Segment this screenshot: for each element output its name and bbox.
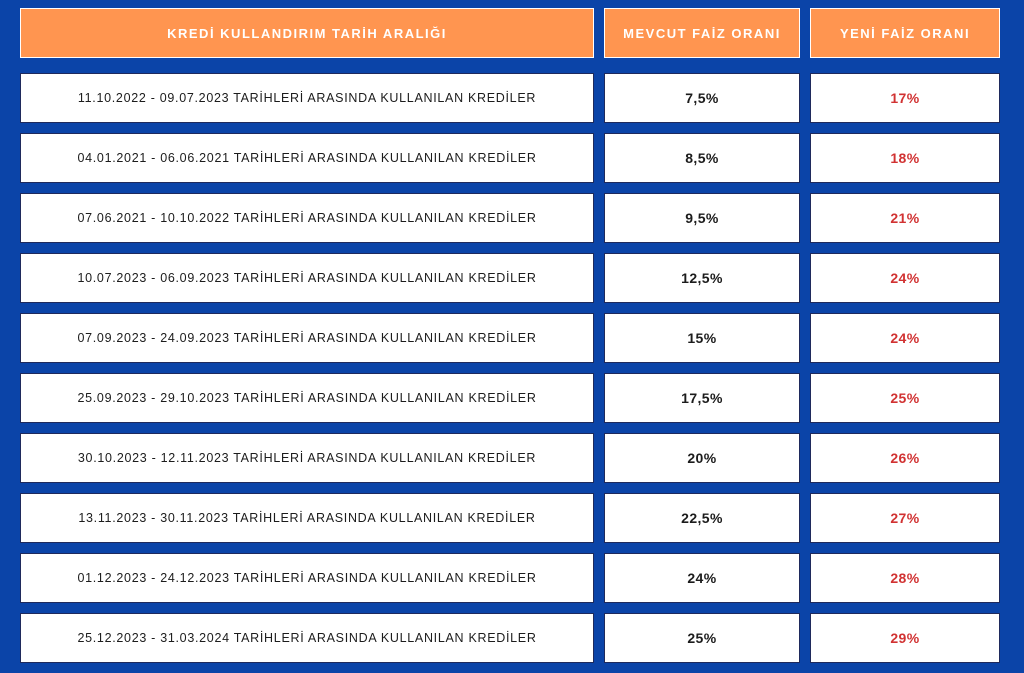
- new-rate-cell: 18%: [810, 133, 1000, 183]
- new-rate-cell: 21%: [810, 193, 1000, 243]
- new-rate-cell: 26%: [810, 433, 1000, 483]
- new-rate-cell: 27%: [810, 493, 1000, 543]
- table-row: 25.09.2023 - 29.10.2023 TARİHLERİ ARASIN…: [20, 373, 1000, 423]
- date-range-cell: 30.10.2023 - 12.11.2023 TARİHLERİ ARASIN…: [20, 433, 594, 483]
- new-rate-cell: 25%: [810, 373, 1000, 423]
- header-date-range: KREDİ KULLANDIRIM TARİH ARALIĞI: [20, 8, 594, 58]
- date-range-cell: 04.01.2021 - 06.06.2021 TARİHLERİ ARASIN…: [20, 133, 594, 183]
- current-rate-cell: 22,5%: [604, 493, 800, 543]
- table-header-row: KREDİ KULLANDIRIM TARİH ARALIĞI MEVCUT F…: [20, 8, 1000, 58]
- table-row: 30.10.2023 - 12.11.2023 TARİHLERİ ARASIN…: [20, 433, 1000, 483]
- table-row: 11.10.2022 - 09.07.2023 TARİHLERİ ARASIN…: [20, 73, 1000, 123]
- new-rate-cell: 24%: [810, 313, 1000, 363]
- current-rate-cell: 17,5%: [604, 373, 800, 423]
- date-range-cell: 07.09.2023 - 24.09.2023 TARİHLERİ ARASIN…: [20, 313, 594, 363]
- current-rate-cell: 25%: [604, 613, 800, 663]
- date-range-cell: 01.12.2023 - 24.12.2023 TARİHLERİ ARASIN…: [20, 553, 594, 603]
- date-range-cell: 07.06.2021 - 10.10.2022 TARİHLERİ ARASIN…: [20, 193, 594, 243]
- current-rate-cell: 7,5%: [604, 73, 800, 123]
- header-new-rate: YENİ FAİZ ORANI: [810, 8, 1000, 58]
- header-current-rate: MEVCUT FAİZ ORANI: [604, 8, 800, 58]
- interest-rate-table: KREDİ KULLANDIRIM TARİH ARALIĞI MEVCUT F…: [20, 8, 1000, 673]
- new-rate-cell: 28%: [810, 553, 1000, 603]
- table-row: 13.11.2023 - 30.11.2023 TARİHLERİ ARASIN…: [20, 493, 1000, 543]
- date-range-cell: 25.09.2023 - 29.10.2023 TARİHLERİ ARASIN…: [20, 373, 594, 423]
- date-range-cell: 25.12.2023 - 31.03.2024 TARİHLERİ ARASIN…: [20, 613, 594, 663]
- current-rate-cell: 9,5%: [604, 193, 800, 243]
- table-row: 04.01.2021 - 06.06.2021 TARİHLERİ ARASIN…: [20, 133, 1000, 183]
- new-rate-cell: 17%: [810, 73, 1000, 123]
- table-row: 25.12.2023 - 31.03.2024 TARİHLERİ ARASIN…: [20, 613, 1000, 663]
- table-row: 07.09.2023 - 24.09.2023 TARİHLERİ ARASIN…: [20, 313, 1000, 363]
- current-rate-cell: 15%: [604, 313, 800, 363]
- current-rate-cell: 8,5%: [604, 133, 800, 183]
- date-range-cell: 11.10.2022 - 09.07.2023 TARİHLERİ ARASIN…: [20, 73, 594, 123]
- current-rate-cell: 12,5%: [604, 253, 800, 303]
- table-row: 10.07.2023 - 06.09.2023 TARİHLERİ ARASIN…: [20, 253, 1000, 303]
- table-row: 01.12.2023 - 24.12.2023 TARİHLERİ ARASIN…: [20, 553, 1000, 603]
- table-row: 07.06.2021 - 10.10.2022 TARİHLERİ ARASIN…: [20, 193, 1000, 243]
- new-rate-cell: 29%: [810, 613, 1000, 663]
- new-rate-cell: 24%: [810, 253, 1000, 303]
- date-range-cell: 10.07.2023 - 06.09.2023 TARİHLERİ ARASIN…: [20, 253, 594, 303]
- date-range-cell: 13.11.2023 - 30.11.2023 TARİHLERİ ARASIN…: [20, 493, 594, 543]
- current-rate-cell: 20%: [604, 433, 800, 483]
- current-rate-cell: 24%: [604, 553, 800, 603]
